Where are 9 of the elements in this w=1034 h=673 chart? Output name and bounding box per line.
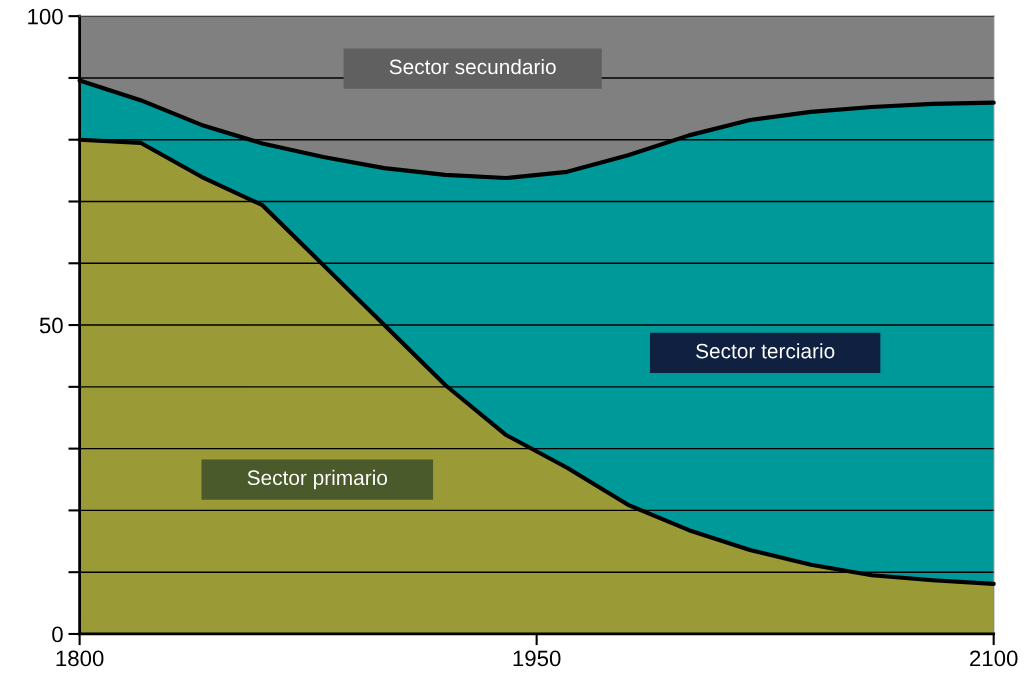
series-label: Sector secundario: [389, 58, 556, 75]
y-tick-label: 0: [52, 626, 63, 643]
x-tick-label: 2100: [970, 650, 1018, 667]
y-tick-label: 50: [39, 317, 63, 334]
x-tick-label: 1800: [56, 650, 104, 667]
y-tick-label: 100: [28, 8, 63, 25]
series-label: Sector terciario: [696, 343, 835, 359]
series-label: Sector primario: [247, 469, 388, 490]
x-tick-label: 1950: [513, 650, 561, 667]
